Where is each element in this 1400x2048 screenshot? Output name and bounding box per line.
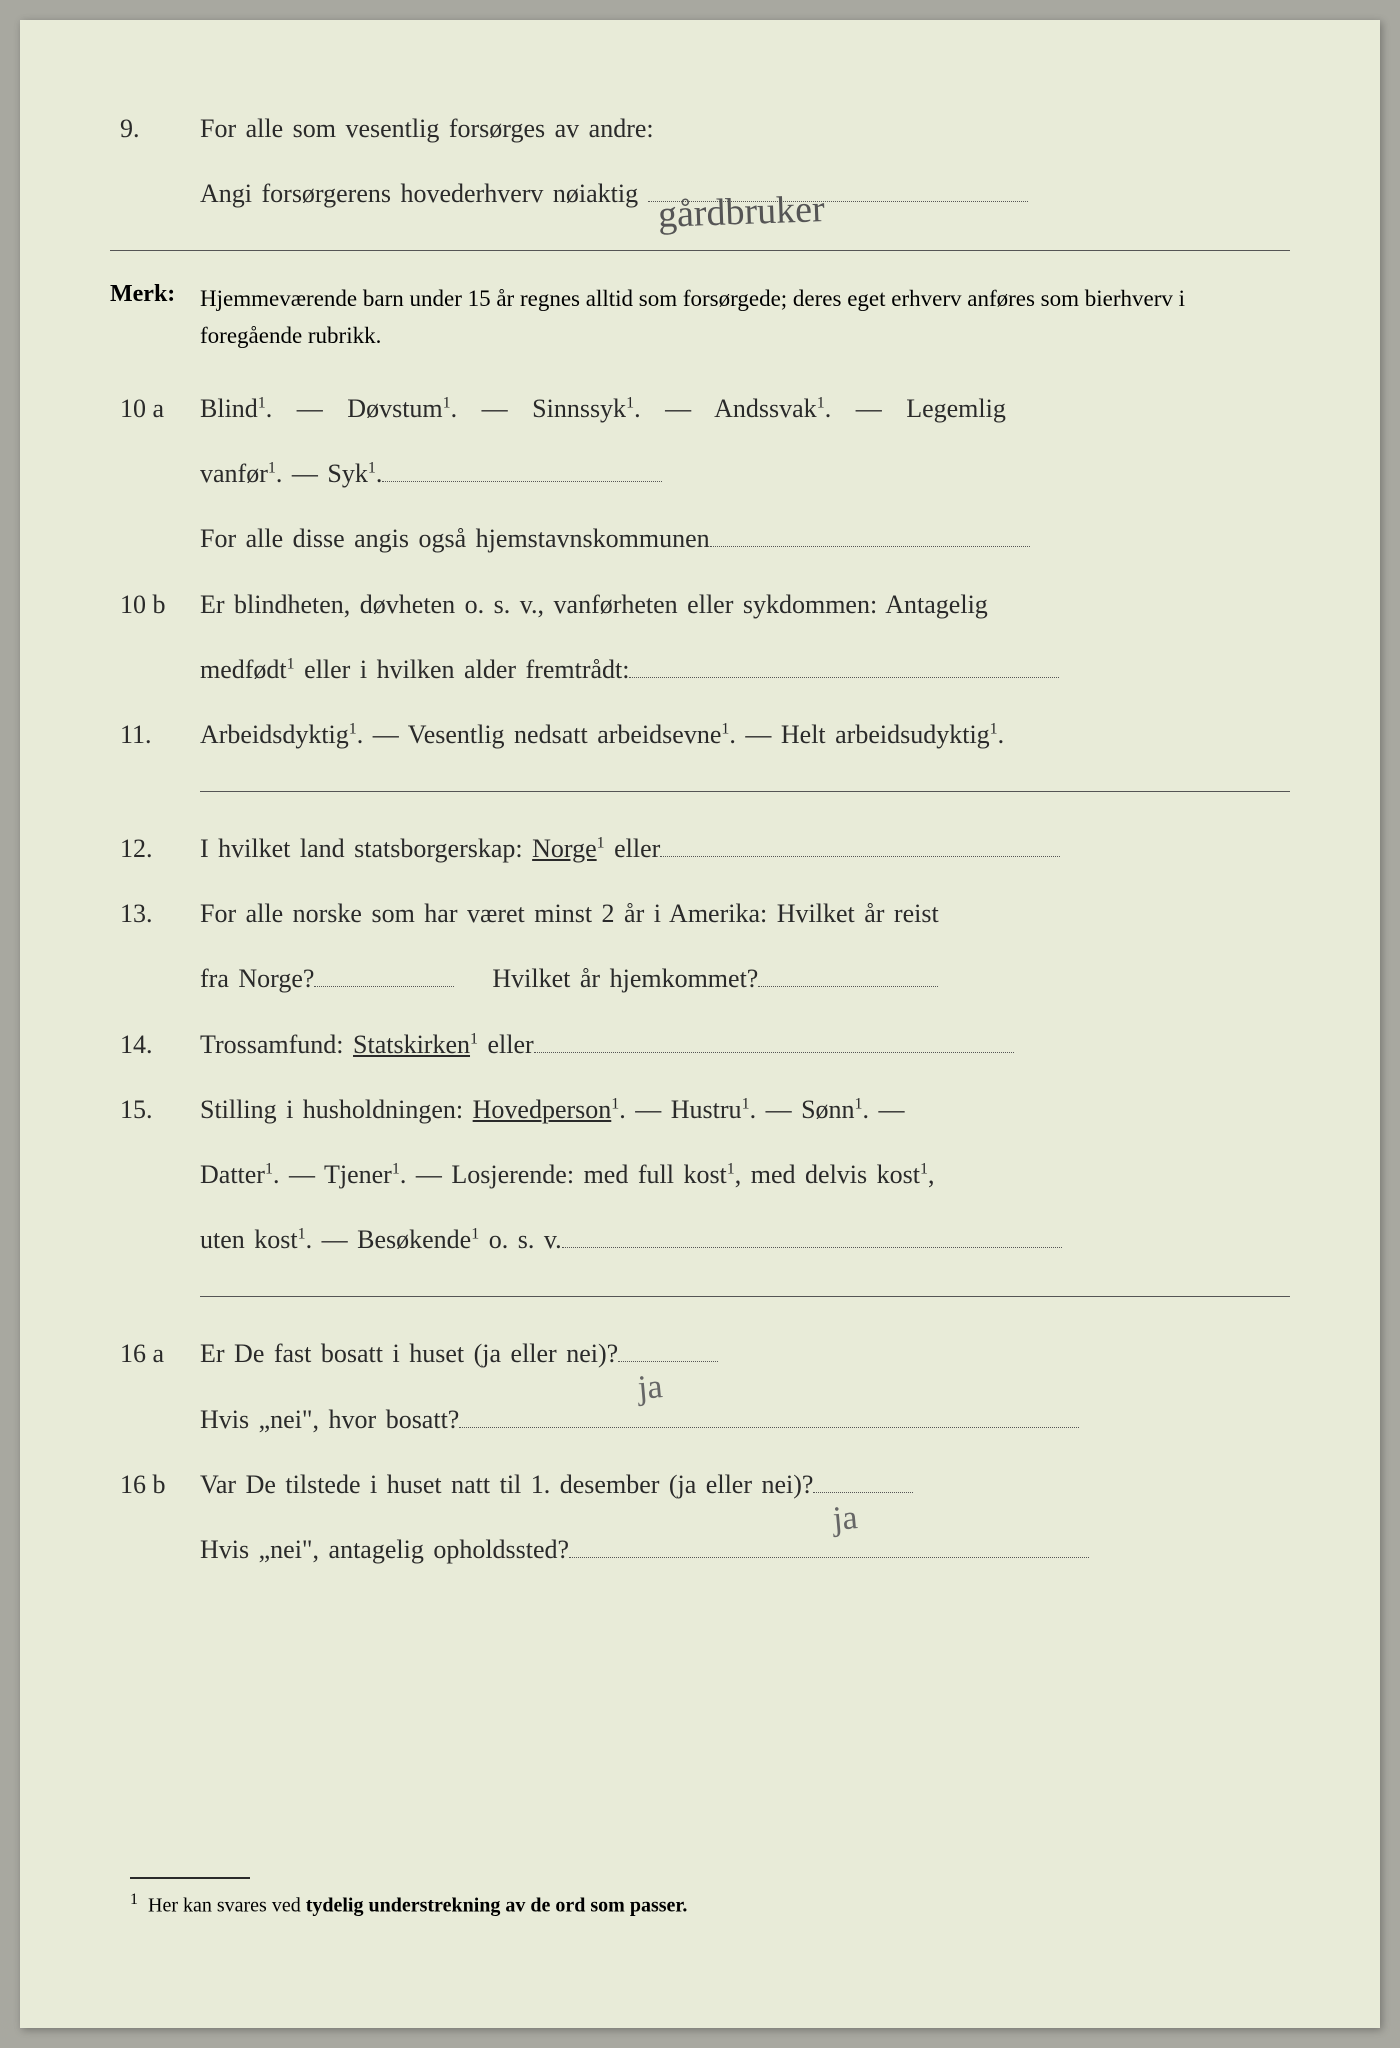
q11-number: 11.: [110, 706, 200, 763]
question-16a-line2: Hvis „nei", hvor bosatt?: [110, 1391, 1290, 1448]
question-9: 9. For alle som vesentlig forsørges av a…: [110, 100, 1290, 157]
merk-text: Hjemmeværende barn under 15 år regnes al…: [200, 281, 1290, 355]
question-9-line2: Angi forsørgerens hovederhverv nøiaktig …: [110, 165, 1290, 222]
question-10b-line2: medfødt1 eller i hvilken alder fremtrådt…: [110, 641, 1290, 698]
q10a-number: 10 a: [110, 380, 200, 437]
question-16b: 16 b Var De tilstede i huset natt til 1.…: [110, 1456, 1290, 1513]
question-10a-line3: For alle disse angis også hjemstavnskomm…: [110, 510, 1290, 567]
question-11: 11. Arbeidsdyktig1. — Vesentlig nedsatt …: [110, 706, 1290, 763]
question-10b: 10 b Er blindheten, døvheten o. s. v., v…: [110, 576, 1290, 633]
divider-2: [200, 791, 1290, 792]
q16a-number: 16 a: [110, 1325, 200, 1382]
q13-number: 13.: [110, 885, 200, 942]
q10b-line1: Er blindheten, døvheten o. s. v., vanfør…: [200, 576, 1290, 633]
q14-number: 14.: [110, 1016, 200, 1073]
question-13-line2: fra Norge? Hvilket år hjemkommet?: [110, 950, 1290, 1007]
q16a-answer: ja: [635, 1350, 666, 1427]
q9-handwritten-answer: gårdbruker: [656, 168, 826, 257]
q12-number: 12.: [110, 820, 200, 877]
footnote: 1 Her kan svares ved tydelig understrekn…: [130, 1877, 687, 1918]
q13-line1: For alle norske som har været minst 2 år…: [200, 885, 1290, 942]
merk-label: Merk:: [110, 281, 200, 355]
question-16a: 16 a Er De fast bosatt i huset (ja eller…: [110, 1325, 1290, 1382]
q10b-number: 10 b: [110, 576, 200, 633]
question-14: 14. Trossamfund: Statskirken1 eller: [110, 1016, 1290, 1073]
question-15: 15. Stilling i husholdningen: Hovedperso…: [110, 1081, 1290, 1138]
merk-note: Merk: Hjemmeværende barn under 15 år reg…: [110, 281, 1290, 355]
question-13: 13. For alle norske som har været minst …: [110, 885, 1290, 942]
question-15-line2: Datter1. — Tjener1. — Losjerende: med fu…: [110, 1146, 1290, 1203]
q9-number: 9.: [110, 100, 200, 157]
q16b-number: 16 b: [110, 1456, 200, 1513]
question-12: 12. I hvilket land statsborgerskap: Norg…: [110, 820, 1290, 877]
question-16b-line2: Hvis „nei", antagelig opholdssted?: [110, 1521, 1290, 1578]
q9-prompt: Angi forsørgerens hovederhverv nøiaktig: [200, 179, 638, 208]
q9-line1: For alle som vesentlig forsørges av andr…: [200, 100, 1290, 157]
q15-number: 15.: [110, 1081, 200, 1138]
question-15-line3: uten kost1. — Besøkende1 o. s. v.: [110, 1211, 1290, 1268]
q9-answer-line: gårdbruker: [648, 201, 1028, 202]
q16b-answer: ja: [830, 1481, 861, 1558]
question-10a-line2: vanfør1. — Syk1.: [110, 445, 1290, 502]
divider-3: [200, 1296, 1290, 1297]
question-10a: 10 a Blind1. — Døvstum1. — Sinnssyk1. — …: [110, 380, 1290, 437]
footnote-rule: [130, 1877, 250, 1879]
census-form-page: 9. For alle som vesentlig forsørges av a…: [20, 20, 1380, 2028]
